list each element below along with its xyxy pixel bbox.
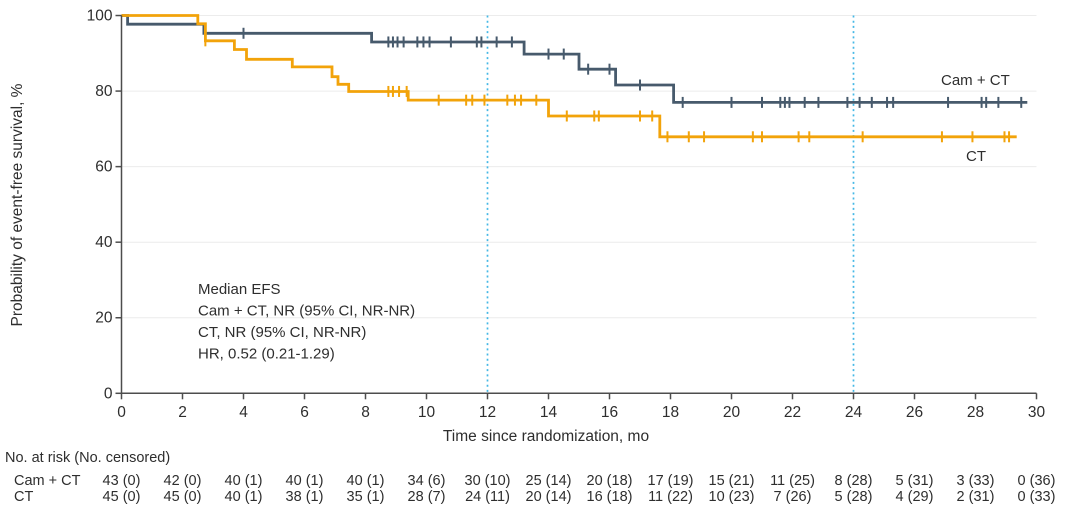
x-axis-title: Time since randomization, mo bbox=[443, 428, 649, 445]
risk-cell: 11 (25) bbox=[770, 473, 815, 489]
x-tick-label: 24 bbox=[845, 404, 863, 421]
risk-cell: 17 (19) bbox=[647, 473, 694, 489]
y-tick-label: 100 bbox=[87, 8, 113, 25]
x-tick-label: 12 bbox=[479, 404, 496, 421]
x-tick-label: 4 bbox=[239, 404, 248, 421]
risk-cell: 15 (21) bbox=[708, 473, 755, 489]
risk-cell: 5 (28) bbox=[834, 489, 873, 505]
risk-cell: 20 (18) bbox=[586, 473, 633, 489]
x-tick-label: 8 bbox=[361, 404, 370, 421]
x-tick-label: 18 bbox=[662, 404, 679, 421]
x-tick-label: 10 bbox=[418, 404, 436, 421]
risk-cell: 2 (31) bbox=[956, 489, 995, 505]
risk-cell: 38 (1) bbox=[285, 489, 324, 505]
risk-cell: 34 (6) bbox=[407, 473, 446, 489]
risk-cell: 40 (1) bbox=[346, 473, 385, 489]
x-tick-label: 28 bbox=[967, 404, 984, 421]
risk-cell: 35 (1) bbox=[346, 489, 385, 505]
risk-cell: 24 (11) bbox=[465, 489, 510, 505]
y-axis-title: Probability of event-free survival, % bbox=[9, 83, 26, 326]
risk-cell: 40 (1) bbox=[224, 473, 263, 489]
risk-cell: 45 (0) bbox=[102, 489, 141, 505]
y-tick-label: 60 bbox=[95, 159, 113, 176]
risk-cell: 16 (18) bbox=[586, 489, 633, 505]
annotation-line-2: Cam + CT, NR (95% CI, NR-NR) bbox=[198, 303, 415, 320]
x-tick-label: 22 bbox=[784, 404, 801, 421]
risk-cell: 0 (33) bbox=[1017, 489, 1056, 505]
x-tick-label: 0 bbox=[117, 404, 126, 421]
risk-cell: 8 (28) bbox=[834, 473, 873, 489]
risk-cell: 30 (10) bbox=[464, 473, 511, 489]
km-curve-camct bbox=[121, 14, 1028, 104]
risk-cell: 20 (14) bbox=[525, 489, 572, 505]
risk-cell: 43 (0) bbox=[102, 473, 141, 489]
risk-cell: 42 (0) bbox=[163, 473, 202, 489]
annotation-line-1: Median EFS bbox=[198, 281, 281, 298]
risk-table-header: No. at risk (No. censored) bbox=[5, 450, 171, 466]
x-tick-label: 2 bbox=[178, 404, 187, 421]
risk-cell: 7 (26) bbox=[773, 489, 812, 505]
risk-cell: 5 (31) bbox=[895, 473, 934, 489]
risk-cell: 3 (33) bbox=[956, 473, 995, 489]
risk-cell: 25 (14) bbox=[525, 473, 572, 489]
risk-cell: 28 (7) bbox=[407, 489, 446, 505]
curve-label-ct: CT bbox=[966, 148, 986, 165]
risk-cell: 11 (22) bbox=[648, 489, 693, 505]
y-tick-label: 20 bbox=[95, 310, 113, 327]
y-tick-label: 40 bbox=[95, 234, 113, 251]
risk-cell: 40 (1) bbox=[285, 473, 324, 489]
risk-cell: 10 (23) bbox=[708, 489, 755, 505]
risk-row-label-ct: CT bbox=[14, 489, 34, 505]
curve-label-camct: Cam + CT bbox=[941, 72, 1010, 89]
annotation-line-3: CT, NR (95% CI, NR-NR) bbox=[198, 324, 366, 341]
x-tick-label: 30 bbox=[1028, 404, 1046, 421]
x-tick-label: 26 bbox=[906, 404, 923, 421]
risk-cell: 0 (36) bbox=[1017, 473, 1056, 489]
x-tick-label: 20 bbox=[723, 404, 741, 421]
annotation-line-4: HR, 0.52 (0.21-1.29) bbox=[198, 346, 335, 363]
risk-row-label-camct: Cam + CT bbox=[14, 473, 81, 489]
y-tick-label: 0 bbox=[104, 385, 113, 402]
y-tick-label: 80 bbox=[95, 83, 113, 100]
x-tick-label: 16 bbox=[601, 404, 618, 421]
risk-cell: 45 (0) bbox=[163, 489, 202, 505]
risk-cell: 40 (1) bbox=[224, 489, 263, 505]
risk-cell: 4 (29) bbox=[895, 489, 934, 505]
x-tick-label: 6 bbox=[300, 404, 309, 421]
x-tick-label: 14 bbox=[540, 404, 558, 421]
